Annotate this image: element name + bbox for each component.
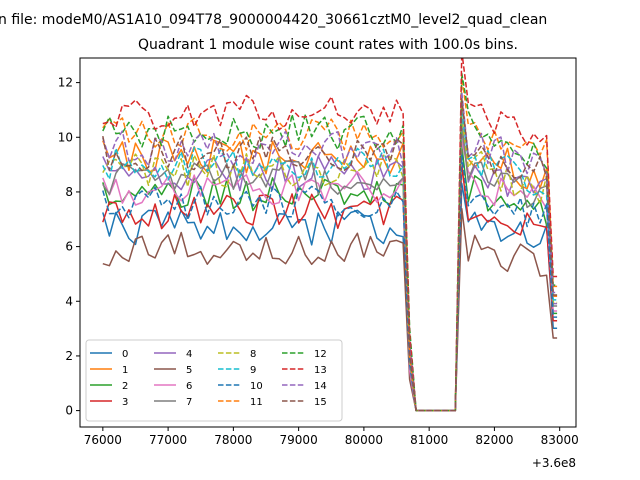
- legend-label-15: 15: [314, 397, 327, 408]
- legend-label-13: 13: [314, 365, 327, 376]
- y-tick-label: 10: [58, 130, 73, 144]
- series-line-7: [102, 126, 558, 412]
- series-line-9: [102, 110, 558, 412]
- series-line-6: [102, 138, 558, 412]
- x-tick-label: 81000: [410, 433, 448, 447]
- figure-suptitle: n file: modeM0/AS1A10_094T78_9000004420_…: [0, 12, 547, 28]
- series-layer: [102, 58, 558, 412]
- legend-label-1: 1: [122, 365, 128, 376]
- x-tick-label: 82000: [475, 433, 513, 447]
- series-line-14: [102, 91, 558, 412]
- series-line-12: [102, 72, 558, 412]
- y-axis: 0 2 4 6 8 10 12: [58, 76, 80, 418]
- y-tick-label: 0: [65, 404, 73, 418]
- y-tick-label: 12: [58, 76, 73, 90]
- series-line-3: [102, 163, 558, 412]
- series-line-10: [102, 154, 558, 412]
- series-line-4: [102, 119, 558, 412]
- y-tick-label: 8: [65, 185, 73, 199]
- legend-label-0: 0: [122, 349, 128, 360]
- legend-label-10: 10: [250, 381, 263, 392]
- legend-label-4: 4: [186, 349, 192, 360]
- legend-label-6: 6: [186, 381, 192, 392]
- legend-label-2: 2: [122, 381, 128, 392]
- legend-label-14: 14: [314, 381, 327, 392]
- x-tick-label: 76000: [84, 433, 122, 447]
- x-offset-label: +3.6e8: [532, 456, 576, 470]
- x-tick-label: 83000: [541, 433, 579, 447]
- y-tick-label: 2: [65, 349, 73, 363]
- x-tick-label: 80000: [345, 433, 383, 447]
- legend-label-9: 9: [250, 365, 256, 376]
- y-tick-label: 6: [65, 240, 73, 254]
- y-tick-label: 4: [65, 294, 73, 308]
- x-tick-label: 78000: [214, 433, 252, 447]
- plot-frame: [79, 57, 577, 428]
- legend-label-5: 5: [186, 365, 192, 376]
- series-line-15: [102, 97, 558, 412]
- x-axis: 76000 77000 78000 79000 80000 81000 82000 83000: [84, 427, 579, 447]
- chart-title: Quadrant 1 module wise count rates with …: [138, 37, 518, 53]
- legend-label-12: 12: [314, 349, 327, 360]
- legend-label-11: 11: [250, 397, 263, 408]
- x-tick-label: 79000: [280, 433, 318, 447]
- legend-label-7: 7: [186, 397, 192, 408]
- series-line-5: [102, 207, 558, 412]
- series-line-8: [102, 116, 558, 412]
- legend-frame: [85, 339, 343, 422]
- series-line-13: [102, 58, 558, 412]
- legend-label-8: 8: [250, 349, 256, 360]
- legend-label-3: 3: [122, 397, 128, 408]
- x-tick-label: 77000: [149, 433, 187, 447]
